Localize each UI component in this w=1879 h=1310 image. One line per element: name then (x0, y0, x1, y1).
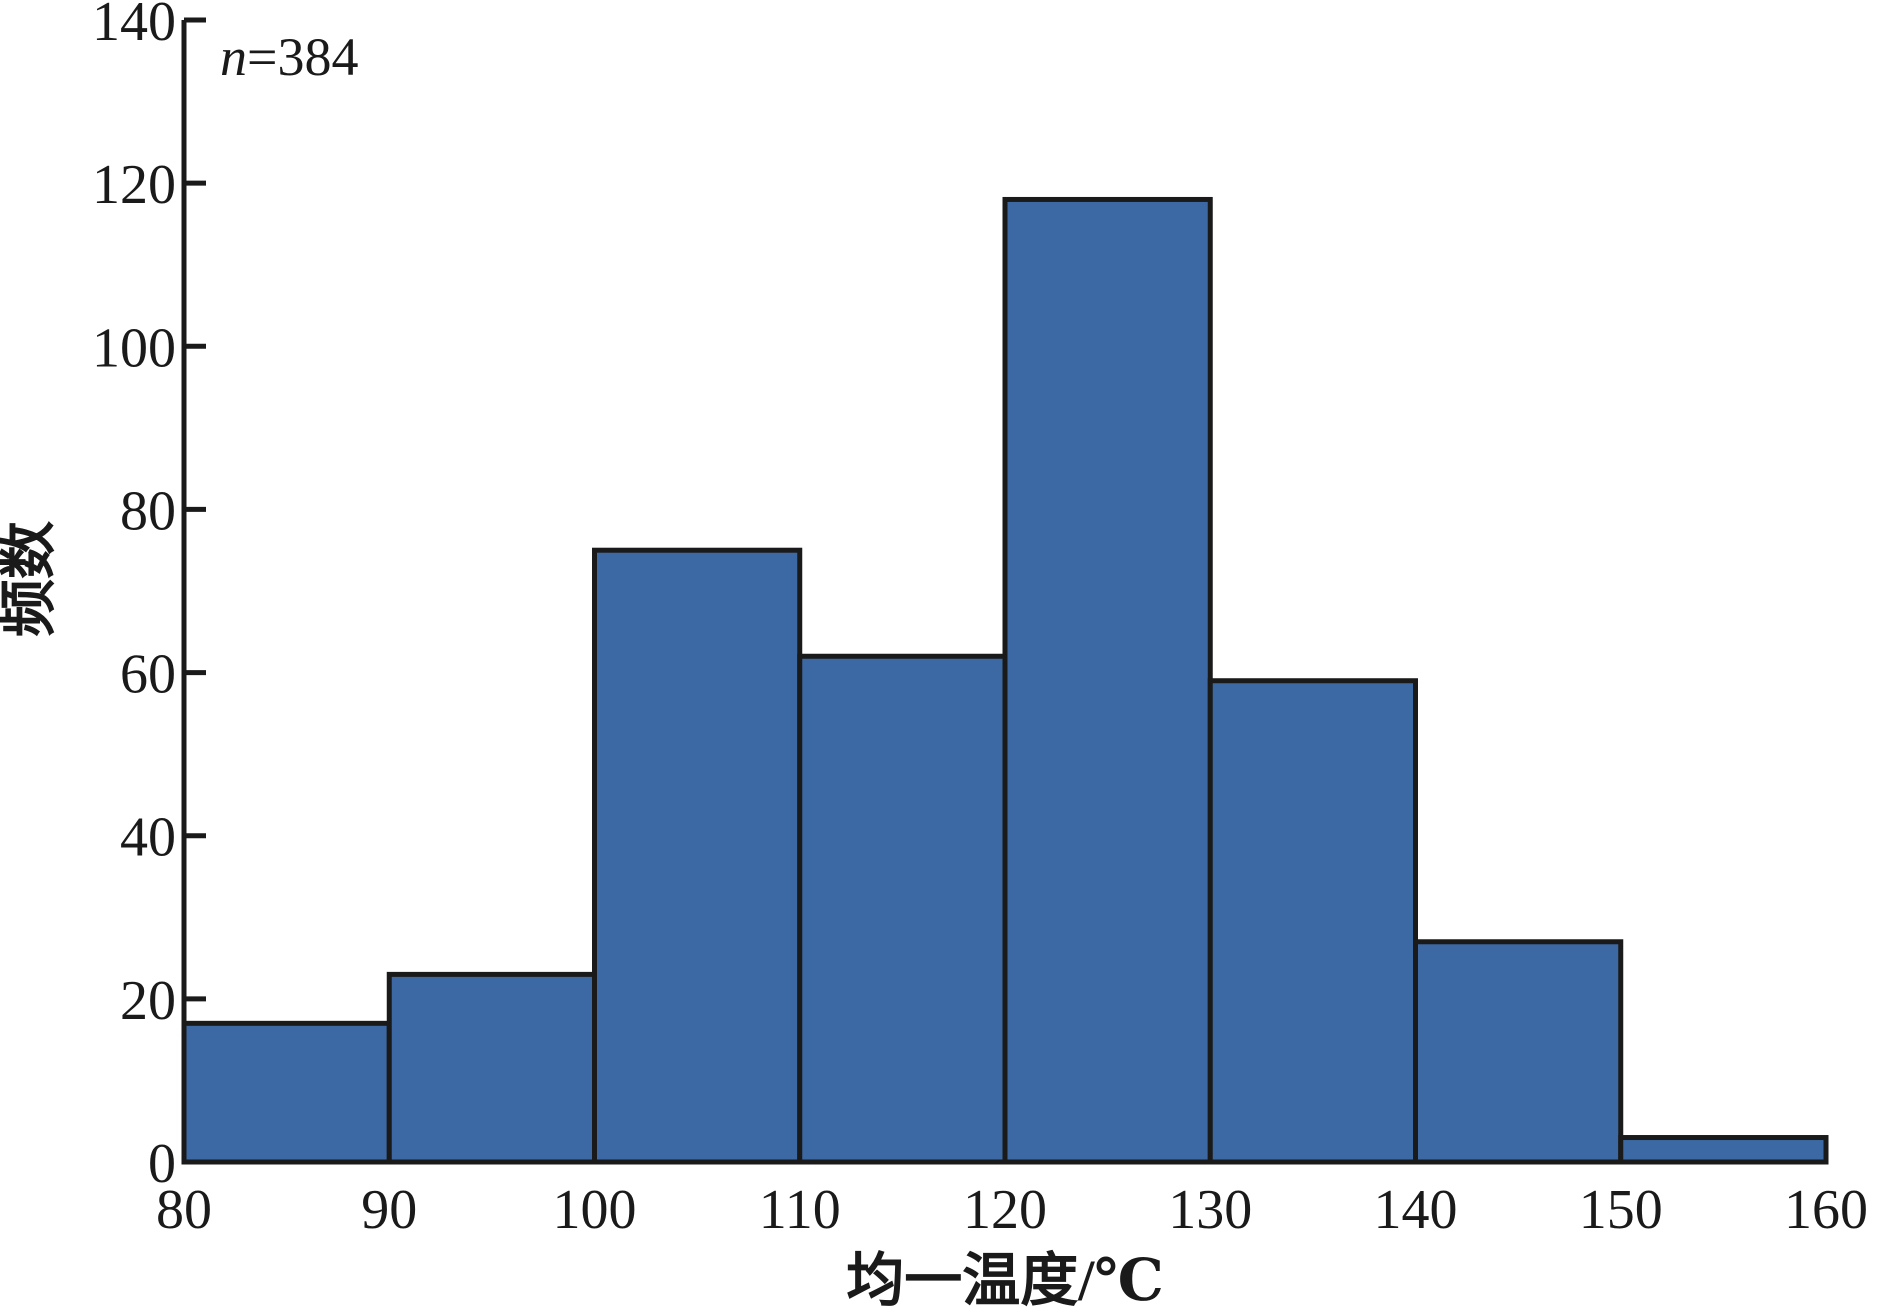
x-tick-label: 150 (1579, 1179, 1663, 1241)
x-tick-label: 140 (1374, 1179, 1458, 1241)
y-tick-label: 20 (120, 970, 176, 1032)
histogram-bar-7 (1413, 939, 1624, 1165)
annotation-count: =384 (247, 27, 358, 87)
x-tick-label: 120 (963, 1179, 1047, 1241)
y-tick-label: 140 (92, 0, 176, 53)
x-tick-label: 90 (361, 1179, 417, 1241)
bars-group (181, 196, 1829, 1165)
y-tick-label: 40 (120, 807, 176, 869)
y-ticks-group: 0 20 40 60 80 100 120 140 (92, 0, 206, 1195)
histogram-bar-5 (1002, 196, 1213, 1165)
x-ticks-group: 80 90 100 110 120 130 140 150 160 (156, 1179, 1868, 1241)
x-tick-label: 80 (156, 1179, 212, 1241)
y-tick-label: 0 (148, 1133, 176, 1195)
annotation-italic-n: n (220, 27, 247, 87)
histogram-bar-6 (1207, 678, 1418, 1165)
histogram-bar-4 (797, 653, 1008, 1165)
sample-size-annotation: n=384 (220, 27, 358, 87)
y-tick-label: 100 (92, 317, 176, 379)
y-tick-label: 60 (120, 644, 176, 706)
histogram-bar-3 (592, 547, 803, 1165)
x-tick-label: 100 (553, 1179, 637, 1241)
histogram-bar-2 (386, 971, 597, 1165)
y-tick-label: 120 (92, 154, 176, 216)
x-axis-title: 均一温度/℃ (846, 1248, 1164, 1310)
y-tick-label: 80 (120, 480, 176, 542)
histogram-bar-8 (1618, 1135, 1829, 1165)
y-axis-title: 频数 (0, 521, 61, 637)
histogram-bar-1 (181, 1020, 392, 1165)
x-tick-label: 160 (1784, 1179, 1868, 1241)
x-tick-label: 130 (1168, 1179, 1252, 1241)
axes-group (181, 20, 1826, 1165)
x-tick-label: 110 (759, 1179, 841, 1241)
